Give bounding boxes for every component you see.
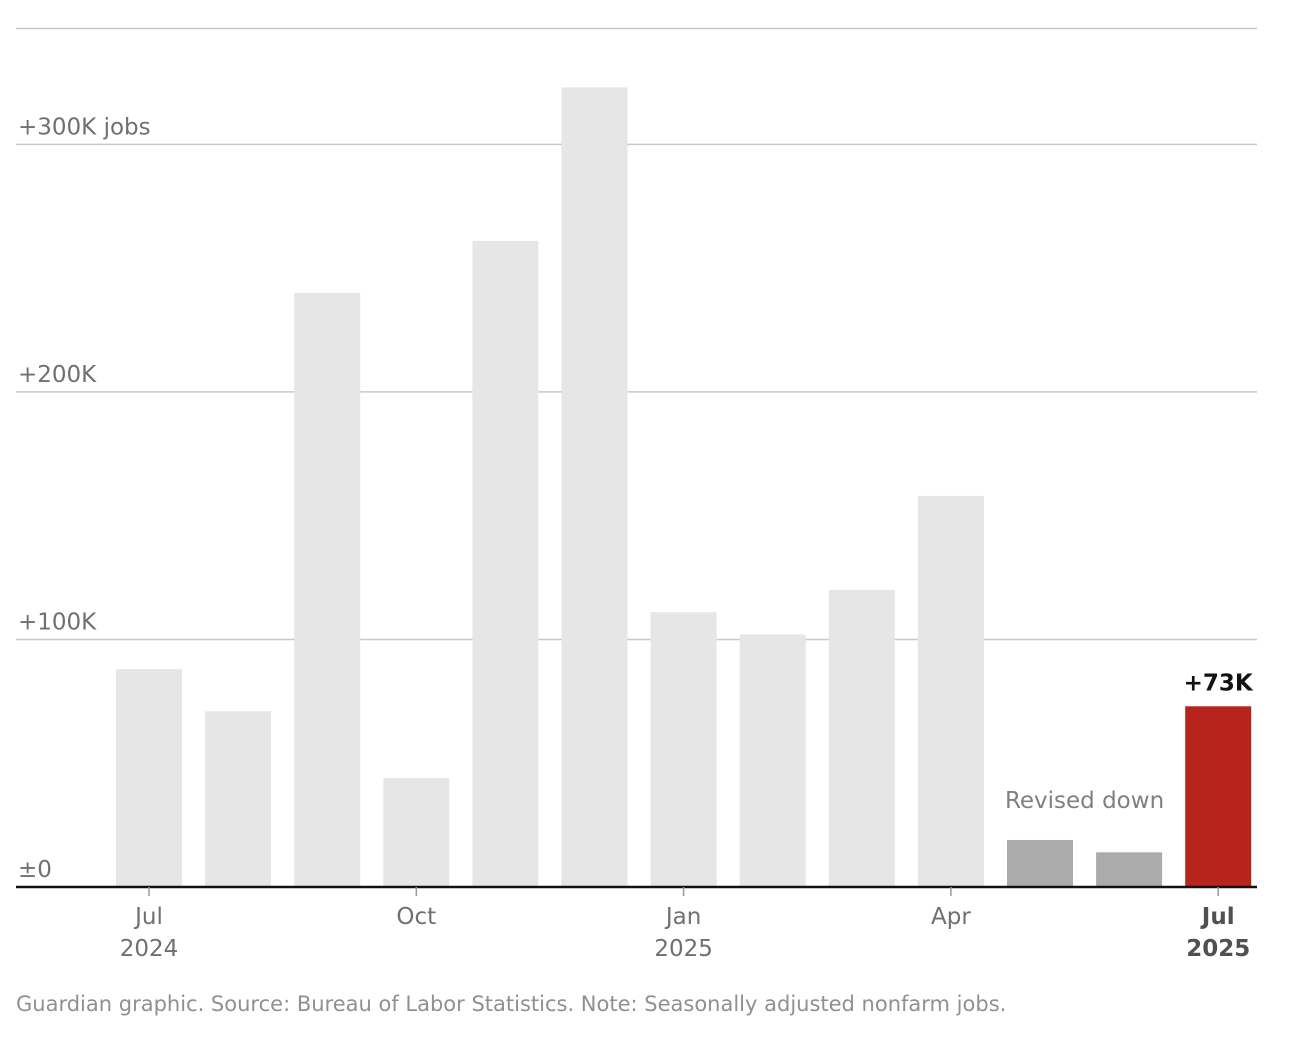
x-tick-month: Apr xyxy=(931,904,971,930)
bar-revised xyxy=(1007,839,1073,887)
source-footnote: Guardian graphic. Source: Bureau of Labo… xyxy=(16,992,1007,1016)
bar-latest xyxy=(1185,706,1252,887)
bar xyxy=(383,778,450,887)
x-tick-year: 2024 xyxy=(120,936,179,962)
bar xyxy=(739,634,806,887)
bar xyxy=(294,292,361,887)
y-tick-label: ±0 xyxy=(18,857,52,883)
bar xyxy=(650,612,717,887)
bar xyxy=(472,240,539,887)
x-tick-month: Jan xyxy=(664,904,701,930)
y-tick-label: +200K xyxy=(18,362,97,388)
bar xyxy=(205,711,272,887)
x-tick-month: Jul xyxy=(1200,904,1235,930)
x-tick-year: 2025 xyxy=(1186,936,1250,962)
bar xyxy=(828,589,895,887)
bar xyxy=(917,495,984,887)
y-tick-label: +300K jobs xyxy=(18,114,151,140)
y-tick-label: +100K xyxy=(18,609,97,635)
x-tick-month: Jul xyxy=(133,904,163,930)
latest-value-label: +73K xyxy=(1184,670,1254,696)
bar xyxy=(561,87,628,887)
bar-revised xyxy=(1096,852,1163,887)
jobs-bar-chart: ±0 +100K +200K +300K jobs Jul 2024 Oct Jan 2025 A… xyxy=(16,27,1257,962)
x-tick-year: 2025 xyxy=(654,936,713,962)
revised-down-annotation: Revised down xyxy=(1005,788,1164,814)
x-tick-month: Oct xyxy=(396,904,436,930)
bar xyxy=(116,669,182,887)
